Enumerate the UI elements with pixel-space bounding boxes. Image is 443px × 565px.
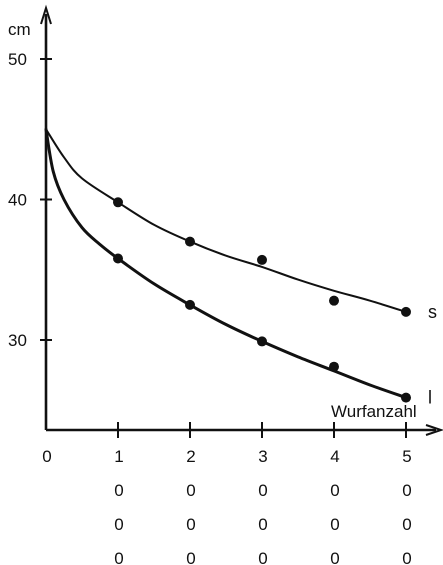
x-tick-label: 0 [186,481,195,500]
series-l-point [257,336,267,347]
x-ticks: 0 1 0 0 0 2 0 0 0 3 0 0 0 4 0 0 0 5 0 0 0 [42,422,412,565]
y-axis-label: cm [8,20,31,39]
series-l-label: l [428,388,432,408]
x-tick-label: 0 [186,515,195,534]
x-tick-label: 2 [186,447,195,466]
x-axis-label: Wurfanzahl [331,402,417,421]
series-s-point [257,254,267,265]
x-axis-arrow [425,424,443,436]
series-s-point [185,236,195,247]
x-tick-label: 0 [114,481,123,500]
y-axis-arrow [40,4,52,25]
series-l-point [185,299,195,310]
y-tick-label: 30 [8,331,27,350]
y-ticks: 30 40 50 [8,50,52,350]
x-tick-label: 0 [402,515,411,534]
x-tick-label: 0 [42,447,51,466]
x-tick-label: 0 [186,549,195,565]
series-l-point [113,253,123,264]
y-tick-label: 50 [8,50,27,69]
x-tick-label: 0 [330,515,339,534]
x-tick-label: 0 [330,549,339,565]
series-l-point [401,392,411,403]
x-tick-label: 5 [402,447,411,466]
x-tick-label: 0 [258,481,267,500]
x-tick-label: 0 [402,481,411,500]
series-s-label: s [428,302,437,322]
series-s-line [45,128,407,313]
x-tick-label: 0 [114,549,123,565]
x-tick-label: 1 [114,447,123,466]
x-tick-label: 0 [402,549,411,565]
series-s-point [401,306,411,317]
x-tick-label: 4 [330,447,339,466]
x-tick-label: 0 [258,515,267,534]
series-s-point [329,295,339,306]
series-l-point [329,361,339,372]
x-tick-label: 0 [114,515,123,534]
x-tick-label: 3 [258,447,267,466]
y-tick-label: 40 [8,191,27,210]
series-l-line [44,127,408,400]
series-layer: sl [44,127,437,408]
series-s-point [113,197,123,208]
x-tick-label: 0 [258,549,267,565]
x-tick-label: 0 [330,481,339,500]
